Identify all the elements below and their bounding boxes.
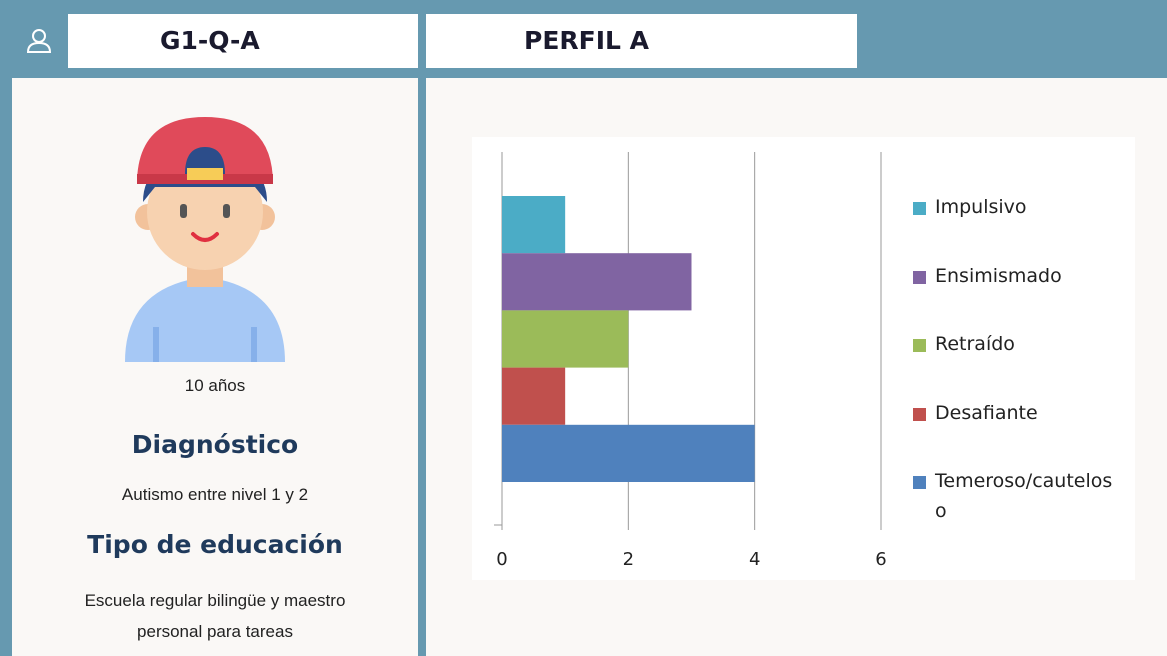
legend-item: Impulsivo xyxy=(913,192,1113,222)
education-title: Tipo de educación xyxy=(87,530,343,559)
education: Escuela regular bilingüe y maestro perso… xyxy=(84,591,346,641)
x-tick-label: 0 xyxy=(496,549,507,570)
legend-label: Retraído xyxy=(935,333,1015,355)
profile-box xyxy=(426,14,857,68)
legend-item: Temeroso/cauteloso xyxy=(913,466,1113,526)
legend-swatch xyxy=(913,202,926,215)
diagnosis-title: Diagnóstico xyxy=(131,430,299,459)
bar xyxy=(502,196,566,254)
bar xyxy=(502,424,755,482)
profile-title: PERFIL A xyxy=(524,26,650,55)
bar xyxy=(502,367,566,425)
legend-label: Ensimismado xyxy=(935,264,1062,287)
legend-swatch xyxy=(913,339,926,352)
legend-swatch xyxy=(913,476,926,489)
legend-label: Impulsivo xyxy=(935,196,1027,218)
avatar xyxy=(125,117,285,362)
x-tick-label: 4 xyxy=(749,549,760,570)
x-tick-label: 2 xyxy=(623,549,634,570)
legend-item: Ensimismado xyxy=(913,261,1113,291)
legend-label: Temeroso/cauteloso xyxy=(935,470,1113,522)
bar xyxy=(502,253,692,311)
id-box xyxy=(68,14,418,68)
user-icon xyxy=(26,29,52,53)
legend-swatch xyxy=(913,407,926,421)
student-id: G1-Q-A xyxy=(160,26,260,55)
diagnosis: Autismo entre nivel 1 y 2 xyxy=(121,485,309,504)
bar xyxy=(502,310,629,368)
legend-item: Retraído xyxy=(913,329,1113,359)
age: 10 años xyxy=(184,376,246,395)
legend-swatch xyxy=(913,270,926,284)
x-tick-label: 6 xyxy=(875,549,886,570)
legend-label: Desafiante xyxy=(935,401,1038,424)
legend-item: Desafiante xyxy=(913,398,1113,428)
